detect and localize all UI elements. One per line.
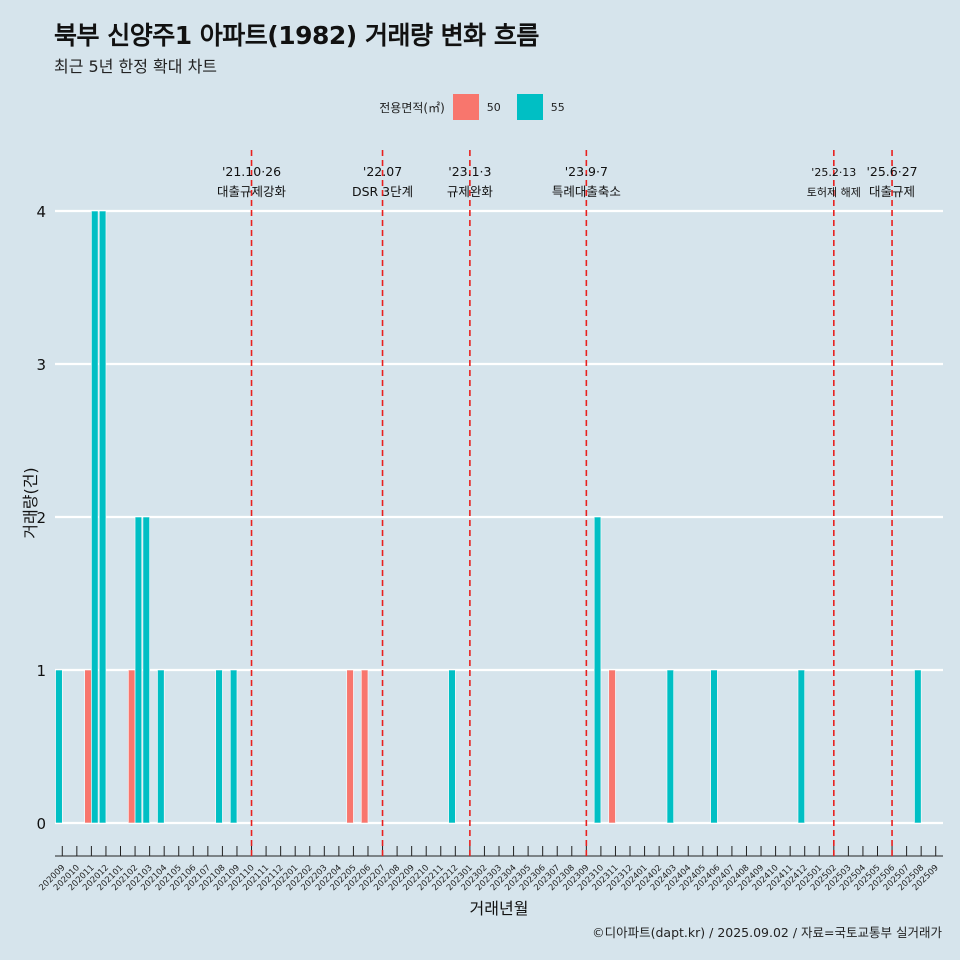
event-label-202309: 특례대출축소 [552, 184, 621, 199]
event-label-202506: 대출규제 [869, 184, 915, 199]
y-tick-label-2: 2 [36, 509, 46, 527]
bar-55-202012 [98, 210, 107, 824]
bar-55-202104 [157, 669, 165, 824]
legend-key-55 [516, 94, 543, 120]
bar-50-202011 [84, 669, 92, 824]
x-axis-title: 거래년월 [470, 899, 529, 918]
event-date-202506: '25.6·27 [866, 164, 917, 179]
bar-55-202108 [215, 669, 223, 824]
y-tick-label-1: 1 [36, 662, 46, 680]
bar-55-202103 [142, 516, 150, 824]
chart-title: 북부 신양주1 아파트(1982) 거래량 변화 흐름 [54, 21, 539, 50]
legend-label-55: 55 [550, 100, 565, 114]
legend-label-50: 50 [486, 100, 501, 114]
source-caption: ©디아파트(dapt.kr) / 2025.09.02 / 자료=국토교통부 실… [592, 925, 942, 940]
bar-55-202403 [666, 669, 674, 824]
event-date-202502: '25.2·13 [811, 166, 856, 179]
y-tick-label-3: 3 [36, 356, 46, 374]
event-label-202301: 규제완화 [447, 184, 494, 199]
legend-key-50 [452, 94, 479, 120]
legend: 전용면적(㎡) 50 55 [0, 93, 960, 121]
event-date-202207: '22.07 [363, 164, 402, 179]
bar-55-202011 [91, 210, 99, 824]
bar-55-202109 [229, 669, 238, 824]
event-label-202207: DSR 3단계 [352, 184, 413, 199]
bar-55-202508 [914, 669, 922, 824]
bar-55-202406 [710, 669, 718, 824]
bar-55-202412 [797, 669, 806, 824]
bar-55-202009 [55, 669, 63, 824]
bar-55-202102 [134, 516, 143, 824]
y-tick-label-0: 0 [36, 815, 46, 833]
bar-50-202311 [608, 669, 616, 824]
bar-50-202102 [128, 669, 136, 824]
y-axis-title: 거래량(건) [21, 467, 40, 538]
event-date-202309: '23.9·7 [565, 164, 608, 179]
bar-50-202205 [346, 669, 354, 824]
event-date-202110: '21.10·26 [222, 164, 281, 179]
event-date-202301: '23.1·3 [448, 164, 491, 179]
bar-55-202310 [593, 516, 602, 824]
event-label-202502: 토허제 해제 [807, 185, 861, 199]
bar-55-202212 [448, 669, 456, 824]
bar-50-202206 [360, 669, 369, 824]
chart-subtitle: 최근 5년 한정 확대 차트 [54, 57, 218, 76]
event-label-202110: 대출규제강화 [217, 184, 287, 199]
y-tick-label-4: 4 [36, 203, 46, 221]
legend-title: 전용면적(㎡) [379, 100, 445, 115]
